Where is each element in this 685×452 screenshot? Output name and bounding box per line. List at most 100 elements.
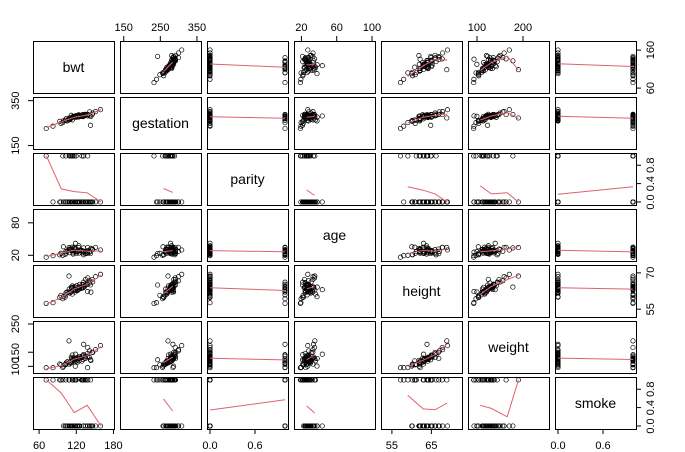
data-point: [412, 199, 418, 205]
data-point: [304, 423, 311, 429]
data-point: [304, 113, 311, 119]
data-point: [412, 120, 418, 126]
tick-label: 0.4: [645, 400, 657, 415]
panel-frame: [33, 97, 115, 150]
data-point: [297, 80, 303, 86]
panel-frame: [555, 41, 637, 94]
data-point: [314, 71, 320, 77]
data-point: [207, 343, 213, 349]
data-point: [169, 377, 175, 383]
data-point: [310, 199, 316, 205]
data-point: [161, 423, 167, 429]
panel-frame: [294, 153, 376, 206]
data-point: [555, 361, 561, 367]
data-point: [62, 423, 68, 429]
data-point: [207, 359, 213, 365]
data-point: [488, 377, 494, 383]
smoother-line: [480, 112, 519, 121]
data-point: [93, 244, 99, 250]
data-point: [515, 377, 521, 383]
data-point: [630, 153, 636, 159]
data-point: [160, 377, 166, 383]
data-point: [481, 289, 487, 295]
panel-frame: [381, 377, 463, 430]
data-point: [314, 294, 320, 300]
smoother-line: [46, 346, 102, 370]
data-point: [417, 65, 423, 71]
variable-label: weight: [487, 339, 529, 355]
data-point: [417, 199, 423, 205]
panel-frame: [381, 153, 463, 206]
data-point: [479, 289, 485, 295]
data-point: [473, 377, 479, 383]
data-point: [163, 361, 169, 367]
smoother-line: [480, 379, 519, 418]
data-point: [72, 377, 78, 383]
data-point: [170, 59, 176, 65]
data-point: [298, 300, 304, 306]
data-point: [312, 199, 318, 205]
data-point: [471, 123, 477, 129]
data-point: [175, 423, 182, 429]
data-point: [155, 282, 161, 288]
data-point: [436, 423, 442, 429]
data-point: [478, 377, 484, 383]
data-point: [312, 275, 318, 281]
data-point: [473, 70, 479, 76]
data-point: [471, 80, 477, 86]
data-point: [77, 423, 83, 429]
data-point: [444, 338, 450, 344]
data-point: [72, 153, 78, 159]
data-point: [58, 377, 64, 383]
data-point: [475, 251, 481, 258]
data-point: [314, 62, 320, 68]
data-point: [314, 363, 320, 369]
data-point: [297, 300, 303, 306]
data-point: [495, 199, 501, 205]
data-point: [72, 423, 78, 429]
panel-frame: [555, 377, 637, 430]
data-point: [207, 246, 213, 252]
data-point: [310, 109, 316, 115]
data-point: [417, 423, 423, 429]
smoother-line: [209, 399, 286, 411]
data-point: [555, 50, 561, 56]
data-point: [424, 199, 430, 205]
data-point: [282, 300, 288, 306]
panel-frame: [555, 265, 637, 318]
data-point: [510, 284, 516, 290]
data-point: [409, 199, 415, 205]
data-point: [85, 365, 91, 371]
panel-frame: [555, 153, 637, 206]
variable-label: bwt: [63, 59, 85, 75]
data-point: [207, 294, 213, 300]
data-point: [153, 300, 160, 306]
data-point: [494, 377, 500, 383]
smoother-line: [407, 248, 448, 255]
data-point: [207, 300, 213, 306]
data-point: [93, 347, 99, 353]
smoother-line: [163, 250, 173, 253]
smoother-line: [163, 356, 173, 364]
data-point: [506, 199, 512, 205]
data-point: [555, 276, 561, 283]
data-point: [82, 199, 88, 205]
data-point: [207, 423, 213, 429]
data-point: [506, 247, 512, 253]
panel-frame: [294, 377, 376, 430]
data-point: [424, 423, 430, 429]
data-point: [310, 274, 316, 280]
data-point: [297, 125, 303, 132]
data-point: [207, 62, 213, 68]
panel-frame: [468, 209, 550, 262]
data-point: [314, 284, 320, 290]
data-point: [555, 52, 561, 58]
variable-label: height: [402, 283, 440, 299]
data-point: [300, 72, 306, 78]
data-point: [479, 67, 485, 73]
data-point: [155, 357, 161, 363]
data-point: [282, 114, 288, 120]
data-point: [172, 199, 179, 205]
data-point: [282, 423, 288, 429]
smoother-line: [306, 189, 315, 196]
